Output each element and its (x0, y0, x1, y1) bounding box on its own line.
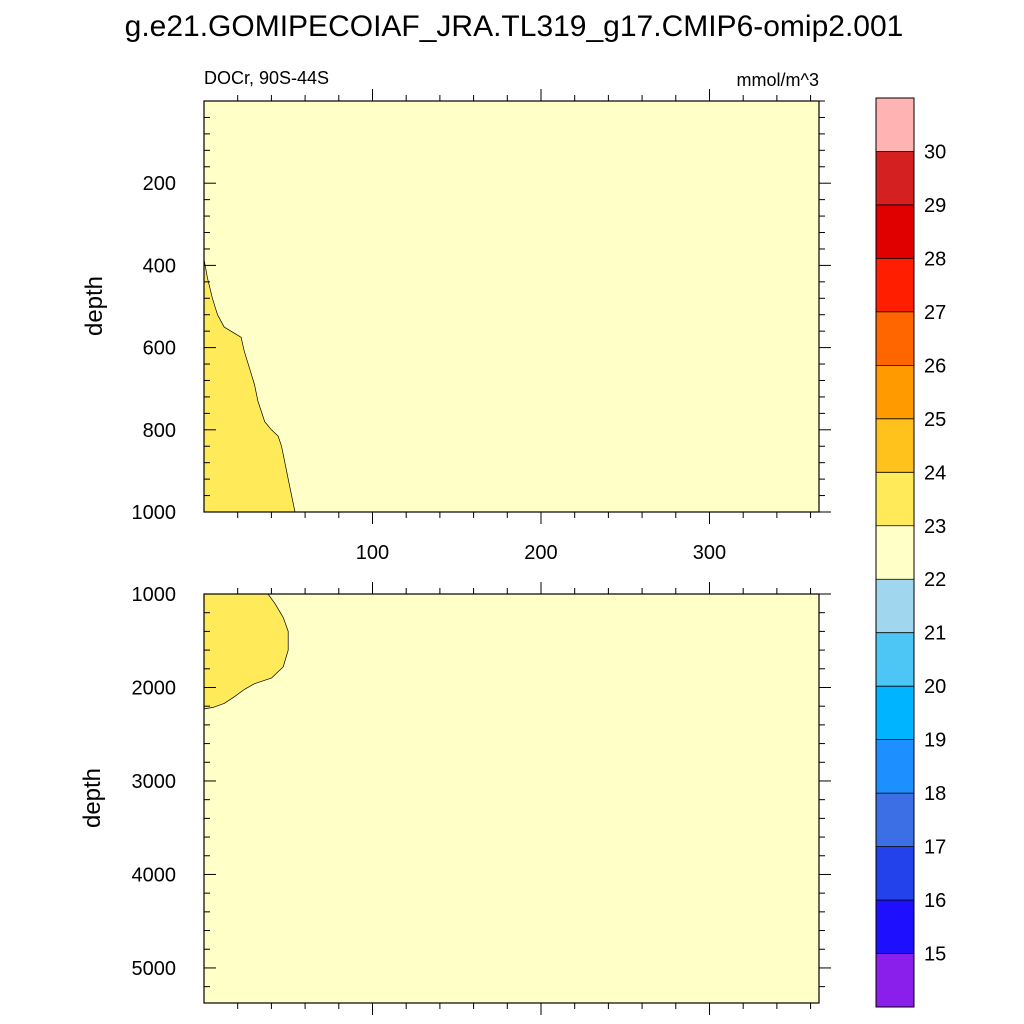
upper-y-tick-label-400: 400 (143, 255, 176, 277)
upper-tick-labels: 100 200 300 200 400 600 800 1000 (132, 173, 727, 564)
lower-panel: 1000 2000 3000 4000 5000 depth (79, 582, 831, 1015)
lower-y-tick-label-2000: 2000 (132, 677, 177, 699)
colorbar-label-17: 17 (924, 837, 946, 859)
upper-panel: DOCr, 90S-44S mmol/m^3 100 200 300 200 400 60… (81, 68, 831, 564)
lower-y-tick-label-3000: 3000 (132, 771, 177, 793)
colorbar-label-19: 19 (924, 730, 946, 752)
colorbar-swatch-0 (876, 98, 914, 152)
colorbar-swatch-5 (876, 365, 914, 420)
colorbar-label-21: 21 (924, 623, 946, 645)
colorbar-label-28: 28 (924, 248, 946, 270)
upper-subtitle-right: mmol/m^3 (737, 70, 819, 90)
colorbar-label-27: 27 (924, 302, 946, 324)
colorbar-swatch-11 (876, 686, 914, 740)
colorbar-label-26: 26 (924, 355, 946, 377)
colorbar-swatch-13 (876, 793, 914, 847)
lower-y-axis-label: depth (79, 768, 106, 828)
colorbar-label-15: 15 (924, 944, 946, 966)
upper-x-tick-label-200: 200 (524, 542, 557, 564)
upper-y-tick-label-800: 800 (143, 420, 176, 442)
colorbar-label-18: 18 (924, 783, 946, 805)
upper-contour-regions (203, 258, 296, 513)
upper-y-tick-label-600: 600 (143, 338, 176, 360)
colorbar-label-16: 16 (924, 890, 946, 912)
colorbar-swatch-9 (876, 579, 914, 634)
colorbar-swatch-16 (876, 953, 914, 1008)
lower-y-tick-label-5000: 5000 (132, 958, 177, 980)
lower-tick-labels: 1000 2000 3000 4000 5000 (132, 584, 177, 980)
colorbar-label-24: 24 (924, 462, 946, 484)
lower-y-tick-label-1000: 1000 (132, 584, 177, 606)
lower-plot-background (204, 594, 819, 1003)
upper-plot-frame (203, 100, 820, 513)
colorbar-swatch-12 (876, 739, 914, 794)
colorbar-swatch-7 (876, 472, 914, 527)
colorbar-swatch-6 (876, 418, 914, 473)
colorbar-swatch-14 (876, 846, 914, 901)
upper-x-tick-label-300: 300 (693, 542, 726, 564)
upper-plot-background (204, 101, 819, 512)
upper-y-tick-label-1000: 1000 (132, 502, 177, 524)
colorbar-label-23: 23 (924, 516, 946, 538)
colorbar-label-29: 29 (924, 195, 946, 217)
colorbar-label-30: 30 (924, 141, 946, 163)
colorbar-frame (875, 97, 915, 1008)
colorbar-label-25: 25 (924, 409, 946, 431)
colorbar: 15 16 17 18 19 20 21 22 23 24 25 26 27 28 29 30 (875, 97, 946, 1008)
colorbar-swatch-15 (876, 900, 914, 954)
colorbar-label-22: 22 (924, 569, 946, 591)
figure-title: g.e21.GOMIPECOIAF_JRA.TL319_g17.CMIP6-om… (125, 10, 904, 43)
upper-x-tick-label-100: 100 (356, 542, 389, 564)
colorbar-swatch-4 (876, 311, 914, 366)
lower-plot-frame (203, 593, 820, 1004)
colorbar-swatch-10 (876, 632, 914, 687)
colorbar-swatch-2 (876, 204, 914, 259)
colorbar-swatch-3 (876, 258, 914, 313)
upper-y-axis-label: depth (81, 276, 108, 336)
upper-subtitle-left: DOCr, 90S-44S (204, 68, 329, 88)
lower-y-tick-label-4000: 4000 (132, 864, 177, 886)
lower-contour-region-0 (203, 593, 289, 710)
colorbar-label-20: 20 (924, 676, 946, 698)
upper-contour-region-0 (203, 258, 296, 513)
upper-y-tick-label-200: 200 (143, 173, 176, 195)
colorbar-swatch-1 (876, 151, 914, 206)
colorbar-swatch-8 (876, 525, 914, 580)
lower-contour-regions (203, 593, 289, 710)
